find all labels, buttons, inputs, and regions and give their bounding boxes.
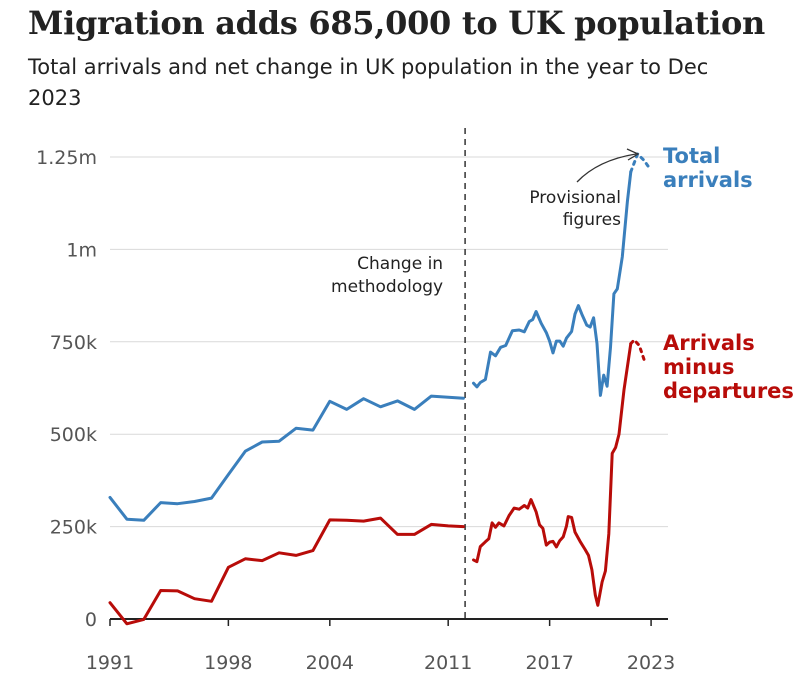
y-tick-label: 1.25m bbox=[36, 147, 97, 169]
x-tick-label: 2023 bbox=[627, 652, 675, 674]
y-tick-label: 250k bbox=[50, 517, 97, 539]
series-line bbox=[108, 394, 465, 522]
y-tick-label: 1m bbox=[66, 239, 97, 261]
provisional-label: Provisional figures bbox=[529, 188, 621, 230]
x-tick-label: 2004 bbox=[306, 652, 354, 674]
annotations: Total arrivals Arrivals minus departures Prov… bbox=[529, 144, 794, 403]
series-line bbox=[472, 342, 633, 607]
x-tick-label: 1998 bbox=[204, 652, 252, 674]
y-tick-label: 0 bbox=[85, 609, 97, 631]
methodology-divider: Change in methodology bbox=[331, 128, 466, 619]
series-lines bbox=[108, 152, 651, 626]
x-tick-label: 2011 bbox=[424, 652, 472, 674]
chart-title: Migration adds 685,000 to UK population bbox=[28, 4, 765, 42]
series-line bbox=[108, 516, 465, 626]
series-line bbox=[472, 170, 633, 397]
x-tick-label: 1991 bbox=[86, 652, 134, 674]
series-line-provisional bbox=[629, 152, 651, 174]
y-tick-label: 500k bbox=[50, 424, 97, 446]
x-axis: 1991 1998 2004 2011 2017 2023 bbox=[86, 619, 675, 674]
series-label: Total arrivals bbox=[663, 144, 753, 192]
y-tick-label: 750k bbox=[50, 332, 97, 354]
provisional-arrowhead bbox=[626, 148, 640, 161]
x-tick-label: 2017 bbox=[525, 652, 573, 674]
chart-subtitle: Total arrivals and net change in UK popu… bbox=[28, 55, 709, 110]
y-axis: 0 250k 500k 750k 1m 1.25m bbox=[36, 147, 97, 631]
series-label: Arrivals minus departures bbox=[663, 331, 794, 403]
provisional-arrow bbox=[576, 153, 637, 183]
methodology-label: Change in methodology bbox=[331, 254, 443, 297]
series-line-provisional bbox=[629, 338, 646, 362]
